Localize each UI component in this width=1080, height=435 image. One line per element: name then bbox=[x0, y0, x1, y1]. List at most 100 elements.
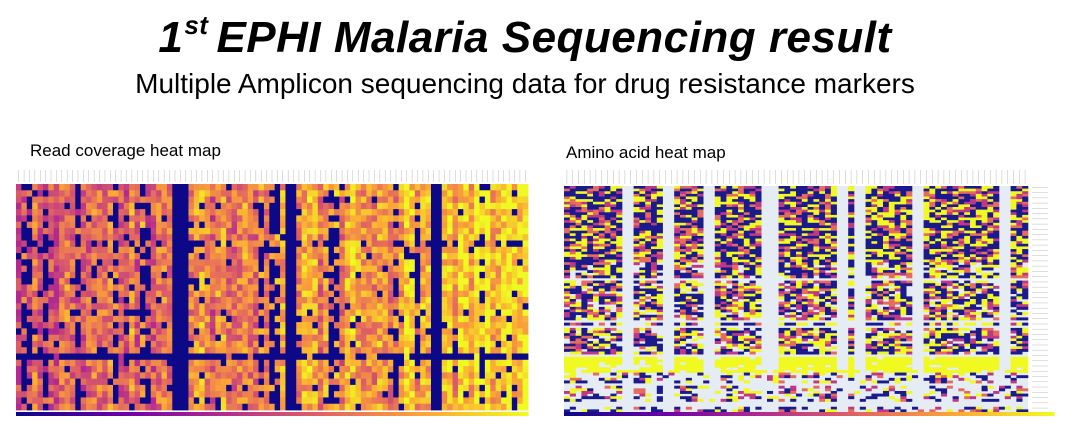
heatmap-cell bbox=[280, 403, 286, 411]
heatmap-cell bbox=[441, 322, 448, 329]
heatmap-cell bbox=[26, 353, 33, 361]
heatmap-cell bbox=[91, 215, 98, 223]
heatmap-cell bbox=[21, 227, 28, 235]
heatmap-cell bbox=[86, 246, 92, 254]
heatmap-cell bbox=[819, 191, 826, 195]
heatmap-cell bbox=[726, 204, 733, 208]
heatmap-cell bbox=[888, 188, 895, 192]
heatmap-cell bbox=[258, 353, 265, 361]
heatmap-cell bbox=[680, 230, 687, 234]
heatmap-cell bbox=[344, 328, 351, 336]
heatmap-cell bbox=[732, 199, 739, 203]
heatmap-cell bbox=[564, 199, 571, 203]
heatmap-cell bbox=[813, 201, 820, 205]
heatmap-cell bbox=[258, 221, 265, 229]
heatmap-cell bbox=[150, 196, 157, 204]
heatmap-cell bbox=[118, 328, 125, 336]
heatmap-cell bbox=[236, 315, 243, 323]
heatmap-cell bbox=[59, 190, 65, 197]
heatmap-cell bbox=[328, 271, 335, 279]
heatmap-cell bbox=[69, 196, 76, 204]
heatmap-cell bbox=[801, 225, 808, 229]
heatmap-cell bbox=[479, 184, 486, 191]
heatmap-cell bbox=[522, 347, 529, 354]
heatmap-cell bbox=[307, 353, 313, 361]
heatmap-cell bbox=[877, 209, 884, 213]
heatmap-cell bbox=[714, 225, 721, 229]
heatmap-cell bbox=[441, 234, 448, 241]
heatmap-cell bbox=[819, 235, 826, 239]
heatmap-cell bbox=[633, 225, 640, 229]
heatmap-cell bbox=[220, 297, 227, 304]
heatmap-cell bbox=[280, 366, 286, 373]
heatmap-cell bbox=[517, 221, 524, 229]
colorbar-segment bbox=[131, 412, 137, 416]
heatmap-cell bbox=[145, 359, 152, 367]
heatmap-cell bbox=[377, 271, 383, 279]
heatmap-cell bbox=[987, 191, 994, 195]
heatmap-cell bbox=[274, 227, 281, 235]
heatmap-cell bbox=[714, 204, 721, 208]
heatmap-cell bbox=[339, 190, 346, 197]
heatmap-cell bbox=[258, 378, 265, 386]
heatmap-cell bbox=[360, 328, 367, 336]
heatmap-cell bbox=[993, 188, 1000, 192]
heatmap-cell bbox=[393, 297, 400, 304]
heatmap-cell bbox=[474, 190, 480, 197]
heatmap-cell bbox=[21, 290, 28, 298]
heatmap-cell bbox=[371, 397, 378, 405]
heatmap-cell bbox=[53, 334, 60, 342]
heatmap-cell bbox=[987, 235, 994, 239]
heatmap-cell bbox=[16, 378, 22, 386]
heatmap-cell bbox=[382, 347, 389, 354]
heatmap-cell bbox=[220, 359, 227, 367]
heatmap-cell bbox=[177, 340, 184, 348]
heatmap-cell bbox=[830, 201, 837, 205]
heatmap-cell bbox=[107, 221, 114, 229]
heatmap-cell bbox=[188, 190, 195, 197]
heatmap-cell bbox=[981, 233, 988, 237]
heatmap-cell bbox=[307, 315, 313, 323]
heatmap-cell bbox=[371, 403, 378, 411]
heatmap-cell bbox=[37, 403, 44, 411]
heatmap-cell bbox=[474, 397, 480, 405]
heatmap-cell bbox=[69, 190, 76, 197]
colorbar-segment bbox=[84, 412, 90, 416]
heatmap-cell bbox=[680, 212, 687, 216]
heatmap-cell bbox=[113, 290, 119, 298]
heatmap-cell bbox=[865, 204, 872, 208]
heatmap-cell bbox=[161, 253, 168, 260]
colorbar-segment bbox=[510, 412, 516, 416]
heatmap-cell bbox=[923, 199, 930, 203]
heatmap-cell bbox=[177, 309, 184, 317]
heatmap-cell bbox=[371, 290, 378, 298]
heatmap-cell bbox=[156, 271, 162, 279]
heatmap-cell bbox=[398, 303, 405, 310]
heatmap-cell bbox=[75, 340, 82, 348]
heatmap-cell bbox=[231, 278, 238, 285]
heatmap-cell bbox=[452, 184, 459, 191]
heatmap-cell bbox=[468, 284, 475, 292]
heatmap-cell bbox=[441, 278, 448, 285]
heatmap-cell bbox=[598, 207, 605, 210]
heatmap-cell bbox=[317, 284, 324, 292]
heatmap-cell bbox=[420, 384, 426, 392]
heatmap-cell bbox=[749, 204, 756, 208]
heatmap-cell bbox=[569, 209, 576, 213]
heatmap-cell bbox=[511, 271, 518, 279]
heatmap-cell bbox=[80, 253, 87, 260]
heatmap-cell bbox=[350, 184, 356, 191]
heatmap-cell bbox=[511, 284, 518, 292]
heatmap-cell bbox=[317, 227, 324, 235]
heatmap-cell bbox=[656, 225, 663, 229]
heatmap-cell bbox=[425, 227, 432, 235]
heatmap-cell bbox=[964, 233, 971, 237]
heatmap-cell bbox=[479, 328, 486, 336]
heatmap-cell bbox=[883, 217, 890, 221]
heatmap-cell bbox=[883, 225, 890, 229]
heatmap-cell bbox=[894, 188, 901, 192]
heatmap-cell bbox=[366, 297, 373, 304]
heatmap-cell bbox=[813, 191, 820, 195]
heatmap-cell bbox=[285, 234, 292, 241]
heatmap-cell bbox=[204, 366, 211, 373]
